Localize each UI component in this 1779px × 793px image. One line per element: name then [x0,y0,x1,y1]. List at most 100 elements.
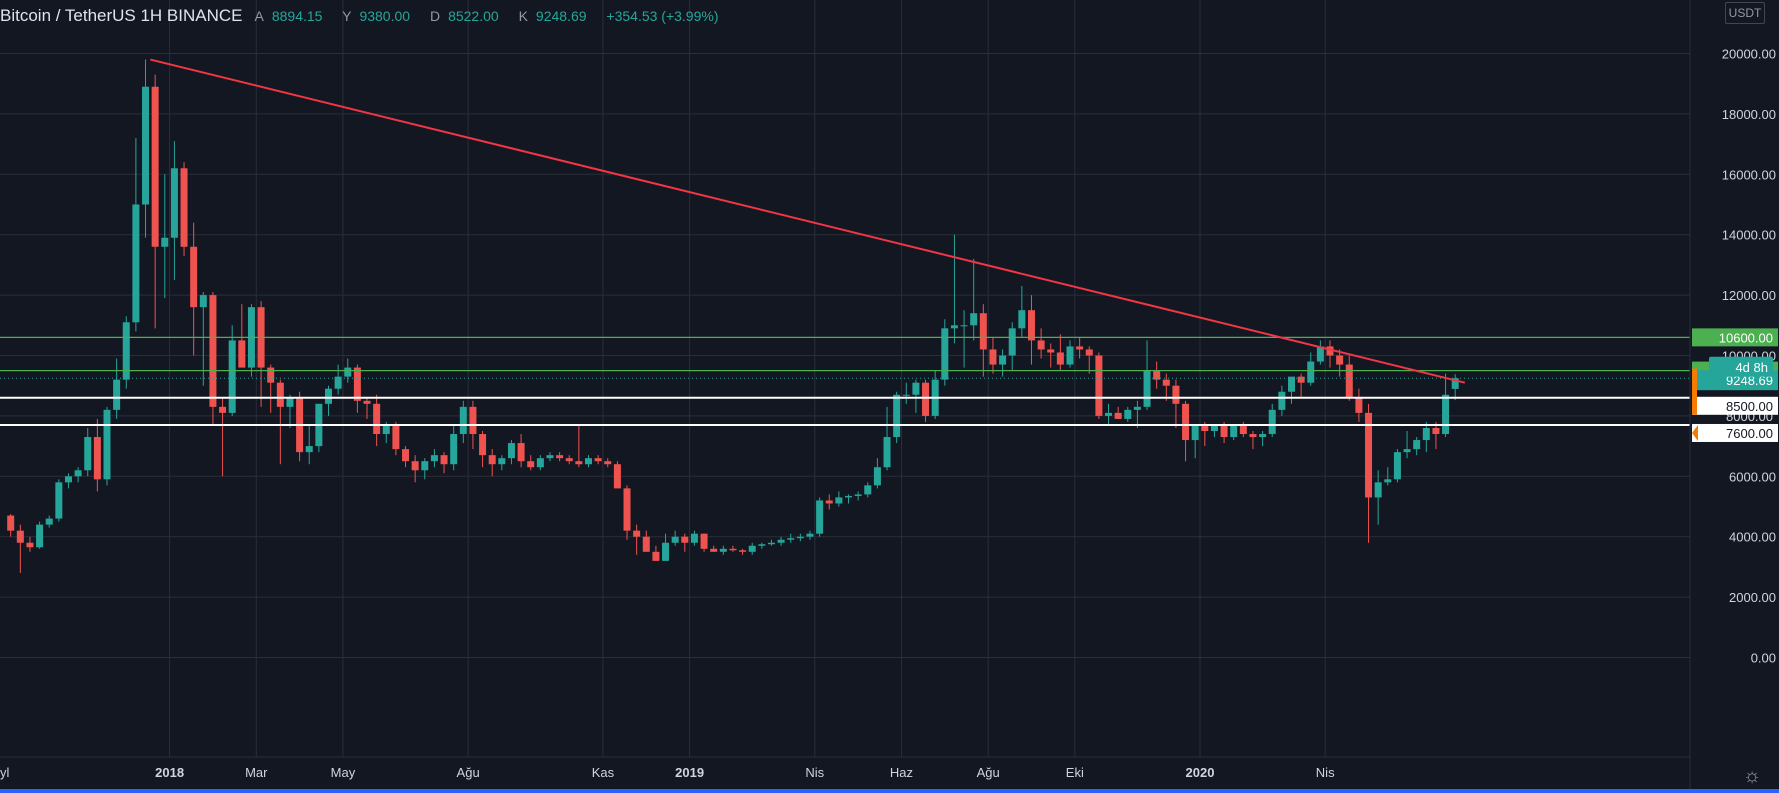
x-tick-label: Haz [890,765,913,780]
price-label-8500-bg [1692,396,1778,415]
high-label: Y [342,8,352,24]
candle-down [1037,340,1045,350]
candle-down [729,548,737,551]
candle-up [36,524,44,548]
candle-down [1056,352,1064,365]
candle-down [517,443,525,462]
close-label: K [518,8,528,24]
candle-up [450,434,458,465]
y-tick-label: 4000.00 [1729,530,1776,545]
candle-up [950,325,958,329]
candle-down [1297,376,1305,383]
candle-down [1162,379,1170,386]
candle-up [1124,409,1132,419]
chart-header: Bitcoin / TetherUS 1H BINANCE A 8894.15 Y… [0,4,727,28]
candle-up [1133,406,1141,410]
y-tick-label: 2000.00 [1729,590,1776,605]
candle-up [1393,452,1401,480]
alert-marker-arrow [1692,424,1698,441]
candle-up [1422,427,1430,441]
candle-down [93,437,101,480]
ohlc-values: A 8894.15 Y 9380.00 D 8522.00 K 9248.69 +354… [255,8,727,24]
candle-down [989,349,997,365]
candle-down [209,295,217,407]
candle-up [1018,310,1026,329]
candle-up [45,518,53,525]
candle-up [902,394,910,396]
candle-down [238,340,246,368]
candle-up [113,379,121,410]
candle-down [1047,349,1055,353]
x-tick-label: 2018 [155,765,184,780]
candle-down [825,500,833,504]
countdown-label: 4d 8h [1735,360,1768,375]
candle-up [835,497,843,504]
bottom-bar [0,789,1779,793]
price-label-10600-bg [1692,328,1778,347]
candle-up [1105,412,1113,416]
x-tick-label: May [331,765,356,780]
drawings [0,58,1690,426]
candle-up [546,455,554,459]
candle-up [132,204,140,323]
candle-up [585,458,592,465]
currency-button[interactable]: USDT [1725,2,1765,24]
candle-down [1249,434,1257,438]
candle-down [1153,370,1161,380]
candle-up [324,388,332,404]
candle-down [353,367,361,401]
candle-down [488,455,496,465]
candle-up [536,458,544,468]
candle-up [334,376,342,389]
candle-down [373,403,381,435]
candle-down [739,550,747,552]
candle-down [1432,427,1440,435]
candle-down [1114,412,1122,419]
candle-up [970,313,978,326]
candle-up [459,406,467,435]
candle-up [719,548,727,552]
candle-down [681,536,689,543]
candle-up [305,446,313,453]
symbol-title[interactable]: Bitcoin / TetherUS 1H BINANCE [0,6,243,25]
candle-up [170,168,178,238]
price-label-7600-bg [1692,423,1778,442]
candle-up [122,322,130,380]
candle-up [999,355,1007,365]
candle-down [190,246,198,308]
x-tick-label: Nis [805,765,824,780]
alert-marker [1692,368,1697,415]
candle-up [1230,424,1238,438]
candle-down [1172,385,1180,404]
candle-down [1076,346,1084,350]
candle-up [1374,482,1382,498]
candle-up [960,325,968,327]
candle-up [1066,346,1074,365]
candle-down [633,530,641,537]
candle-down [16,530,24,543]
x-tick-label: yl [0,765,10,780]
candle-up [64,476,72,483]
price-label-last: 9248.69 [1726,373,1773,388]
candle-up [382,424,390,435]
candle-up [228,340,236,413]
candle-down [1365,412,1373,498]
low-value: 8522.00 [448,8,499,24]
candle-up [344,367,352,377]
candle-up [74,470,82,477]
x-tick-label: Kas [592,765,615,780]
candle-up [787,538,795,540]
candle-up [662,542,670,561]
gear-icon[interactable]: ☼ [1742,765,1762,787]
time-axis[interactable]: yl 2018 Mar May Ağu Kas 2019 Nis Haz Ağu Eki 2020 Ni… [0,765,1335,780]
candle-down [1085,349,1093,356]
candle-down [527,461,535,468]
candle-down [1201,424,1209,431]
candle-down [710,548,718,552]
candle-up [854,494,862,496]
candle-down [1336,355,1344,365]
candle-down [700,533,708,549]
price-label-8500: 8500.00 [1726,399,1773,414]
price-axis[interactable]: 0.002000.004000.006000.008000.0010000.00… [1722,47,1776,666]
